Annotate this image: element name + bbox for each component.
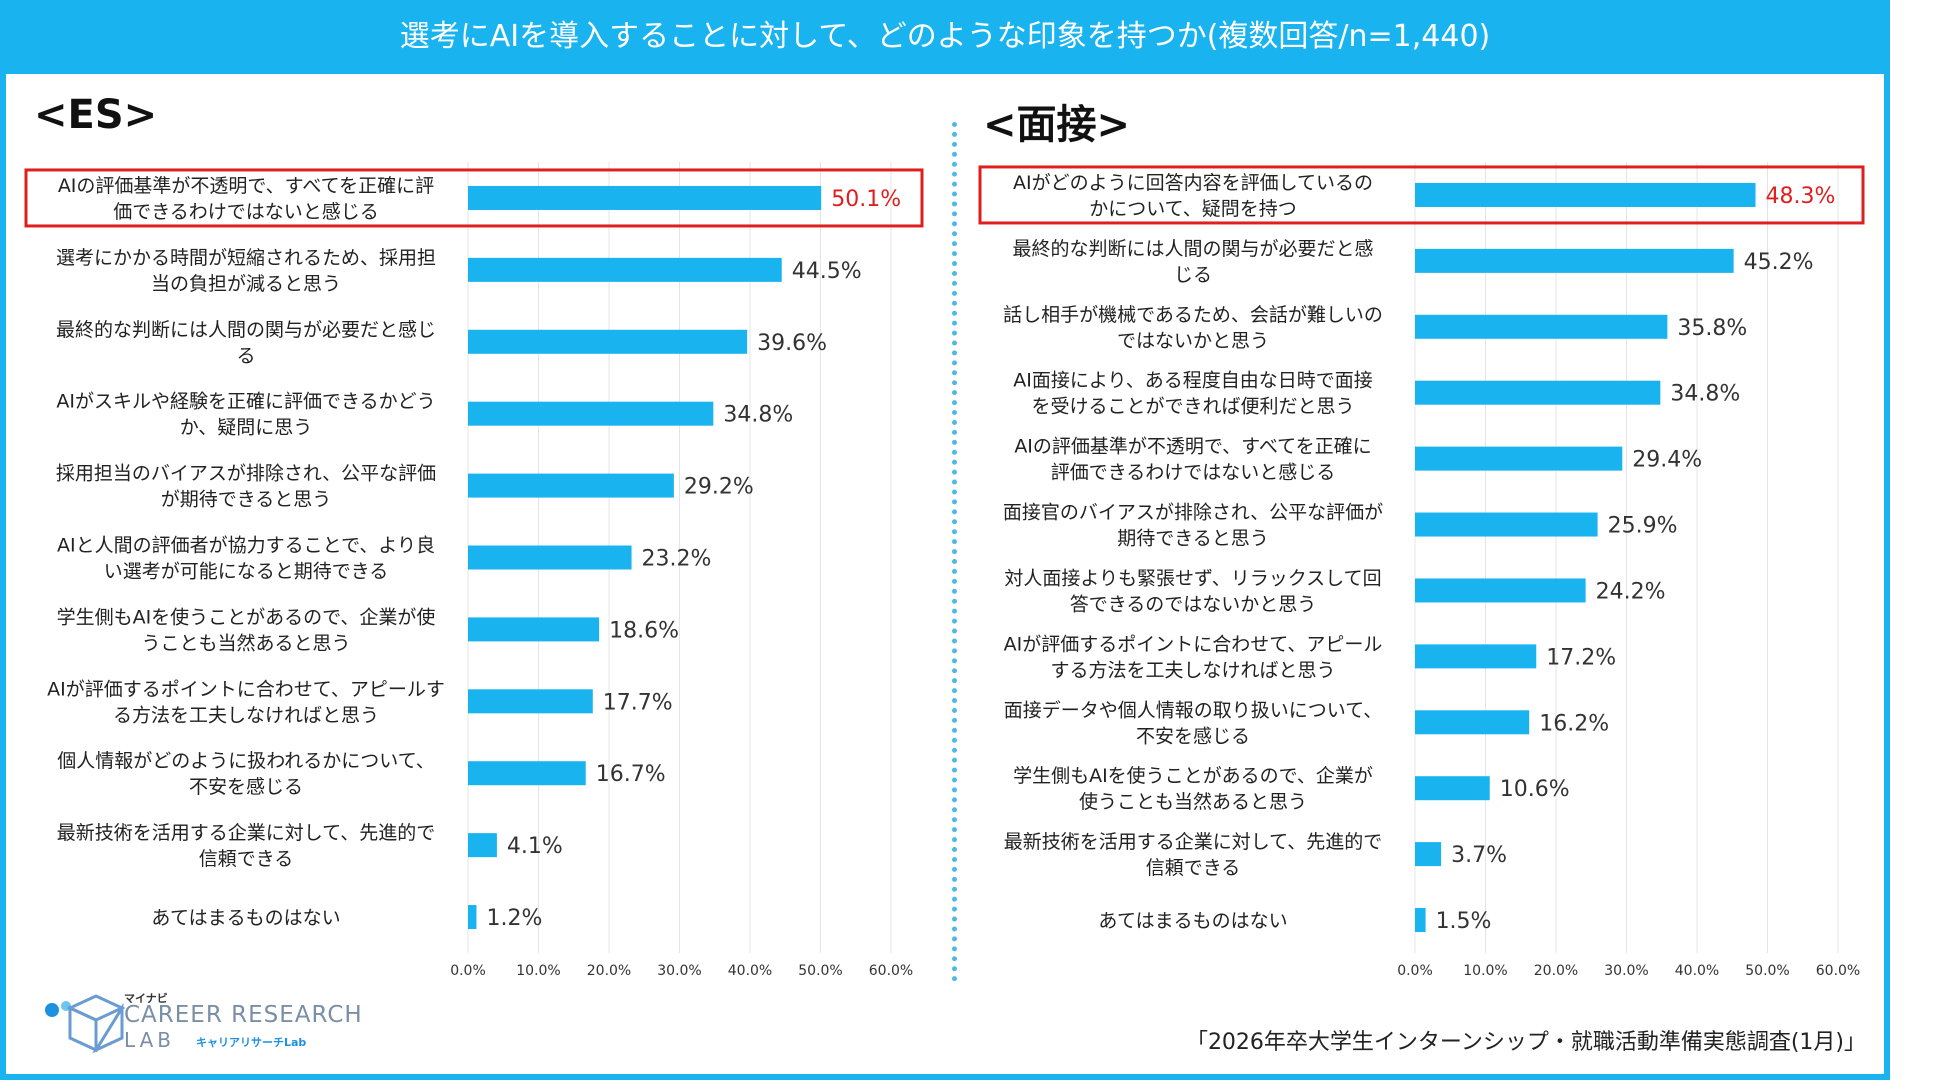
bar — [468, 401, 714, 426]
category-label: AIがどのように回答内容を評価しているのかについて、疑問を持つ — [1013, 172, 1373, 220]
data-label: 1.2% — [486, 906, 542, 931]
bar — [1415, 842, 1442, 867]
x-tick-label: 30.0% — [657, 963, 701, 979]
category-label: あてはまるものはない — [151, 907, 340, 929]
x-tick-label: 10.0% — [1463, 963, 1507, 979]
data-label: 39.6% — [757, 331, 827, 356]
source-note: 「2026年卒大学生インターンシップ・就職活動準備実態調査(1月)」 — [1185, 1030, 1866, 1055]
x-tick-label: 50.0% — [798, 963, 842, 979]
bar — [1415, 314, 1668, 339]
data-label: 16.7% — [596, 762, 666, 787]
career-research-lab-logo: マイナビ CAREER RESEARCH LAB キャリアリサーチLab — [40, 988, 400, 1058]
category-label: 学生側もAIを使うことがあるので、企業が使うことも当然あると思う — [1013, 765, 1373, 813]
category-label: 選考にかかる時間が短縮されるため、採用担当の負担が減ると思う — [56, 247, 436, 295]
bar — [1415, 446, 1623, 471]
bar — [468, 473, 674, 498]
category-label: AIが評価するポイントに合わせて、アピールする方法を工夫しなければと思う — [47, 678, 445, 726]
bar — [468, 833, 497, 858]
bar — [1415, 710, 1530, 735]
logo-sub: キャリアリサーチLab — [196, 1036, 307, 1049]
logo-line2: LAB — [124, 1028, 176, 1052]
bar — [468, 545, 632, 570]
category-label: 最新技術を活用する企業に対して、先進的で信頼できる — [1004, 831, 1382, 879]
cube-logo-icon — [45, 994, 126, 1054]
data-label: 10.6% — [1500, 777, 1570, 802]
page-title: 選考にAIを導入することに対して、どのような印象を持つか(複数回答/n=1,44… — [0, 0, 1890, 74]
category-label: 最終的な判断には人間の関与が必要だと感じる — [56, 319, 436, 367]
bar — [468, 329, 748, 354]
data-label: 29.2% — [684, 475, 754, 500]
category-label: 面接データや個人情報の取り扱いについて、不安を感じる — [1004, 699, 1382, 747]
category-label: AIがスキルや経験を正確に評価できるかどうか、疑問に思う — [56, 391, 435, 439]
x-tick-label: 0.0% — [450, 963, 486, 979]
category-label: 最終的な判断には人間の関与が必要だと感じる — [1012, 238, 1373, 286]
bar — [1415, 512, 1598, 537]
data-label: 23.2% — [642, 547, 712, 572]
highlight-box — [978, 165, 1865, 225]
bar — [1415, 776, 1490, 801]
category-label: 面接官のバイアスが排除され、公平な評価が期待できると思う — [1003, 502, 1383, 550]
category-label: AI面接により、ある程度自由な日時で面接を受けることができれば便利だと思う — [1013, 370, 1372, 418]
logo-brand: マイナビ — [124, 992, 168, 1005]
data-label: 16.2% — [1539, 711, 1609, 736]
slide-frame — [0, 0, 1890, 1080]
x-tick-label: 10.0% — [516, 963, 560, 979]
data-label: 17.2% — [1546, 645, 1616, 670]
bar — [468, 257, 782, 282]
data-label: 25.9% — [1608, 514, 1678, 539]
category-label: AIの評価基準が不透明で、すべてを正確に評価できるわけではないと感じる — [58, 175, 434, 223]
category-label: AIと人間の評価者が協力することで、より良い選考が可能になると期待できる — [57, 535, 435, 583]
x-tick-label: 40.0% — [728, 963, 772, 979]
bar — [468, 905, 477, 930]
bar — [468, 617, 600, 642]
category-label: 話し相手が機械であるため、会話が難しいのではないかと思う — [1003, 304, 1383, 352]
category-label: 対人面接よりも緊張せず、リラックスして回答できるのではないかと思う — [1004, 567, 1381, 615]
data-label: 48.3% — [1766, 184, 1836, 209]
category-label: AIの評価基準が不透明で、すべてを正確に評価できるわけではないと感じる — [1014, 436, 1371, 484]
data-label: 4.1% — [507, 834, 563, 859]
data-label: 45.2% — [1744, 250, 1814, 275]
bar — [1415, 248, 1734, 273]
interview-panel-title: <面接> — [983, 102, 1131, 148]
category-label: あてはまるものはない — [1098, 910, 1287, 932]
bar — [1415, 644, 1537, 669]
data-label: 50.1% — [831, 187, 901, 212]
x-tick-label: 60.0% — [1816, 963, 1860, 979]
es-panel-title: <ES> — [34, 92, 158, 138]
data-label: 44.5% — [792, 259, 862, 284]
bar — [468, 689, 593, 714]
data-label: 29.4% — [1632, 448, 1702, 473]
data-label: 35.8% — [1677, 316, 1747, 341]
data-label: 24.2% — [1596, 579, 1666, 604]
bar — [468, 185, 822, 210]
bar — [1415, 908, 1426, 933]
highlight-box — [24, 168, 924, 228]
data-label: 34.8% — [723, 403, 793, 428]
x-tick-label: 50.0% — [1745, 963, 1789, 979]
data-label: 34.8% — [1670, 382, 1740, 407]
data-label: 18.6% — [609, 618, 679, 643]
data-label: 1.5% — [1436, 909, 1492, 934]
data-label: 3.7% — [1451, 843, 1507, 868]
x-tick-label: 40.0% — [1675, 963, 1719, 979]
logo-line1: CAREER RESEARCH — [124, 1002, 363, 1028]
data-label: 17.7% — [603, 690, 673, 715]
bar — [468, 761, 586, 786]
x-tick-label: 30.0% — [1604, 963, 1648, 979]
x-tick-label: 0.0% — [1397, 963, 1433, 979]
panel-divider — [952, 122, 957, 982]
x-tick-label: 20.0% — [1534, 963, 1578, 979]
category-label: 最新技術を活用する企業に対して、先進的で信頼できる — [57, 822, 435, 870]
category-label: 採用担当のバイアスが排除され、公平な評価が期待できると思う — [56, 463, 436, 511]
bar — [1415, 578, 1586, 603]
bar — [1415, 182, 1756, 207]
category-label: 個人情報がどのように扱われるかについて、不安を感じる — [57, 750, 435, 798]
x-tick-label: 60.0% — [869, 963, 913, 979]
bar — [1415, 380, 1661, 405]
x-tick-label: 20.0% — [587, 963, 631, 979]
category-label: AIが評価するポイントに合わせて、アピールする方法を工夫しなければと思う — [1004, 633, 1383, 681]
category-label: 学生側もAIを使うことがあるので、企業が使うことも当然あると思う — [57, 606, 436, 654]
